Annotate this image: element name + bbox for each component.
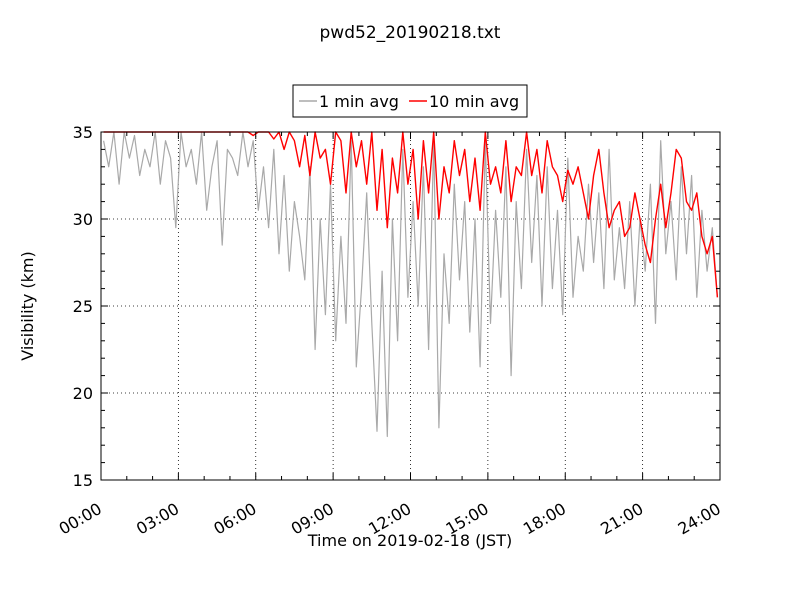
y-axis-label: Visibility (km) [18, 251, 37, 360]
x-tick-label: 06:00 [210, 499, 259, 539]
y-tick-label: 15 [73, 471, 93, 490]
y-tick-label: 30 [73, 210, 93, 229]
chart-title: pwd52_20190218.txt [320, 23, 501, 43]
x-axis-label: Time on 2019-02-18 (JST) [307, 531, 512, 550]
legend-label-1min: 1 min avg [319, 92, 399, 111]
x-tick-label: 24:00 [675, 499, 724, 539]
legend-label-10min: 10 min avg [429, 92, 519, 111]
legend: 1 min avg 10 min avg [292, 84, 528, 118]
y-tick-label: 35 [73, 123, 93, 142]
x-tick-label: 00:00 [56, 499, 105, 539]
y-tick-label: 20 [73, 384, 93, 403]
x-tick-label: 03:00 [133, 499, 182, 539]
grid-lines [101, 132, 720, 480]
series-1min-line [103, 131, 718, 438]
x-tick-label: 21:00 [597, 499, 646, 539]
y-tick-label: 25 [73, 297, 93, 316]
x-tick-label: 18:00 [520, 499, 569, 539]
